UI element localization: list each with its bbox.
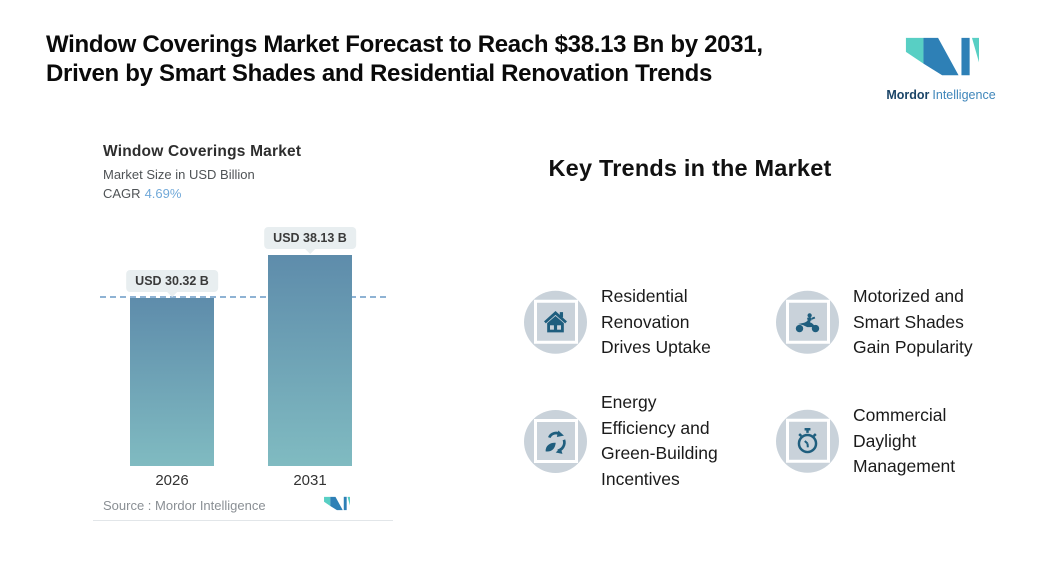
trend-label: Energy Efficiency and Green-Building Inc… bbox=[601, 392, 718, 489]
trends-section-title: Key Trends in the Market bbox=[548, 155, 832, 181]
badge-frame bbox=[785, 419, 830, 463]
cagr-label: CAGR bbox=[103, 186, 141, 201]
page-title-line2: Driven by Smart Shades and Residential R… bbox=[46, 59, 713, 87]
brand-name-bold: Mordor bbox=[886, 88, 930, 102]
motorcycle-icon bbox=[795, 313, 820, 333]
source-label: Source : Mordor Intelligence bbox=[103, 498, 266, 513]
x-axis-label: 2026 bbox=[155, 472, 189, 489]
trend-item-energy-efficiency: Energy Efficiency and Green-Building Inc… bbox=[524, 390, 773, 492]
badge-frame bbox=[533, 419, 578, 463]
bar-value-pill: USD 38.13 B bbox=[264, 227, 356, 249]
bar bbox=[268, 255, 352, 466]
chart-title: Window Coverings Market bbox=[103, 143, 302, 160]
chart-subtitle: Market Size in USD Billion bbox=[103, 167, 255, 182]
page-title-line1: Window Coverings Market Forecast to Reac… bbox=[46, 31, 763, 58]
recycle-leaf-icon bbox=[545, 429, 566, 454]
trend-label: Motorized and Smart Shades Gain Populari… bbox=[853, 285, 973, 357]
trend-badge bbox=[776, 290, 839, 354]
badge-frame bbox=[533, 300, 578, 344]
trend-label: Commercial Daylight Management bbox=[853, 404, 956, 476]
reference-dashed-line bbox=[100, 296, 390, 298]
mordor-intelligence-mini-logo-icon bbox=[324, 496, 350, 511]
x-axis-label: 2031 bbox=[293, 472, 327, 489]
trend-badge bbox=[776, 409, 839, 473]
bar bbox=[130, 298, 214, 466]
trend-badge bbox=[524, 409, 587, 473]
house-icon bbox=[544, 310, 567, 333]
badge-frame bbox=[785, 300, 830, 344]
bar-value-pill: USD 30.32 B bbox=[126, 270, 218, 292]
brand-name: Mordor Intelligence bbox=[886, 88, 995, 102]
trend-item-daylight-management: Commercial Daylight Management bbox=[776, 403, 1025, 480]
stopwatch-icon bbox=[797, 427, 818, 454]
trend-item-residential-renovation: Residential Renovation Drives Uptake bbox=[524, 284, 773, 361]
mordor-intelligence-logo-icon bbox=[905, 37, 979, 76]
trend-item-motorized-smart-shades: Motorized and Smart Shades Gain Populari… bbox=[776, 284, 1025, 361]
brand-logo: Mordor Intelligence bbox=[886, 33, 996, 102]
market-forecast-chart: Window Coverings Market Market Size in U… bbox=[85, 130, 397, 521]
trend-label: Residential Renovation Drives Uptake bbox=[601, 285, 711, 357]
cagr-value: 4.69% bbox=[144, 186, 182, 201]
page-title: Window Coverings Market Forecast to Reac… bbox=[46, 31, 763, 88]
trend-badge bbox=[524, 290, 587, 354]
chart-cagr: CAGR 4.69% bbox=[103, 186, 181, 201]
brand-name-light: Intelligence bbox=[932, 88, 996, 102]
